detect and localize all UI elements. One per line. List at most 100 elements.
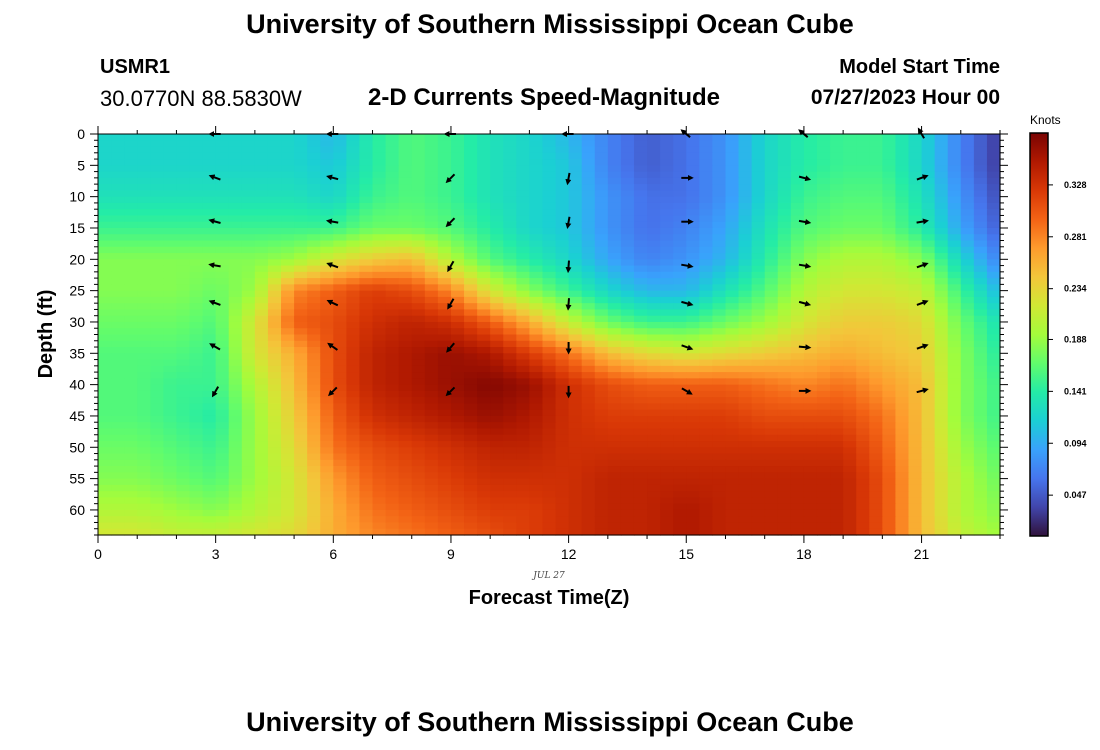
heatmap-cell	[699, 328, 713, 336]
heatmap-cell	[437, 491, 452, 499]
heatmap-cell	[424, 259, 439, 267]
heatmap-cell	[660, 177, 674, 185]
heatmap-cell	[189, 177, 204, 185]
heatmap-cell	[895, 466, 910, 473]
heatmap-cell	[908, 397, 923, 405]
heatmap-cell	[320, 134, 334, 141]
heatmap-cell	[398, 353, 413, 361]
heatmap-cell	[333, 202, 347, 210]
heatmap-cell	[856, 378, 870, 386]
heatmap-cell	[882, 403, 897, 411]
heatmap-cell	[111, 528, 125, 536]
heatmap-cell	[320, 403, 334, 411]
heatmap-cell	[254, 466, 269, 473]
heatmap-cell	[189, 253, 204, 260]
heatmap-cell	[947, 284, 962, 292]
heatmap-cell	[163, 171, 178, 179]
heatmap-cell	[947, 140, 962, 148]
heatmap-cell	[464, 409, 478, 417]
heatmap-cell	[228, 234, 243, 242]
heatmap-cell	[202, 397, 217, 405]
heatmap-cell	[816, 184, 831, 191]
heatmap-cell	[359, 378, 374, 386]
heatmap-cell	[111, 365, 125, 373]
heatmap-cell	[202, 403, 217, 411]
heatmap-cell	[960, 372, 975, 379]
heatmap-cell	[450, 390, 465, 398]
heatmap-cell	[594, 140, 609, 148]
heatmap-cell	[986, 234, 1001, 242]
heatmap-cell	[673, 321, 687, 329]
y-tick-label: 25	[69, 283, 85, 299]
heatmap-cell	[398, 159, 413, 166]
heatmap-cell	[568, 378, 583, 386]
y-tick-label: 15	[69, 220, 85, 236]
current-vector-arrow	[208, 174, 221, 181]
heatmap-cell	[542, 321, 557, 329]
heatmap-cell	[228, 472, 243, 480]
heatmap-cell	[607, 303, 622, 311]
heatmap-cell	[568, 365, 583, 373]
heatmap-cell	[111, 284, 125, 292]
heatmap-cell	[254, 484, 269, 492]
heatmap-cell	[398, 384, 413, 392]
heatmap-cell	[411, 309, 426, 317]
heatmap-cell	[176, 290, 191, 298]
heatmap-cell	[790, 152, 805, 160]
heatmap-cell	[620, 340, 635, 348]
heatmap-cell	[555, 334, 570, 342]
heatmap-cell	[725, 315, 740, 323]
heatmap-cell	[921, 415, 936, 423]
heatmap-cell	[764, 215, 779, 223]
heatmap-cell	[738, 315, 753, 323]
heatmap-cell	[346, 409, 361, 417]
heatmap-cell	[254, 146, 269, 154]
heatmap-cell	[712, 347, 727, 354]
heatmap-cell	[843, 478, 857, 486]
heatmap-cell	[215, 415, 230, 423]
heatmap-cell	[542, 459, 557, 467]
heatmap-cell	[856, 372, 870, 379]
heatmap-cell	[986, 321, 1001, 329]
heatmap-cell	[856, 159, 870, 166]
heatmap-cell	[398, 365, 413, 373]
heatmap-cell	[450, 134, 465, 141]
heatmap-cell	[856, 303, 870, 311]
heatmap-cell	[307, 441, 321, 448]
heatmap-cell	[620, 466, 635, 473]
heatmap-cell	[202, 196, 217, 204]
heatmap-cell	[869, 159, 883, 166]
heatmap-cell	[816, 246, 831, 254]
heatmap-cell	[856, 409, 870, 417]
heatmap-cell	[581, 177, 596, 185]
heatmap-cell	[856, 397, 870, 405]
heatmap-cell	[620, 209, 635, 217]
heatmap-cell	[699, 484, 713, 492]
heatmap-cell	[111, 491, 125, 499]
heatmap-cell	[398, 509, 413, 517]
heatmap-cell	[568, 278, 583, 285]
heatmap-cell	[542, 365, 557, 373]
heatmap-cell	[686, 134, 700, 141]
heatmap-cell	[607, 209, 622, 217]
heatmap-cell	[555, 359, 570, 367]
heatmap-cell	[359, 202, 374, 210]
heatmap-cell	[738, 390, 753, 398]
heatmap-cell	[555, 390, 570, 398]
heatmap-cell	[307, 146, 321, 154]
heatmap-cell	[516, 177, 530, 185]
heatmap-cell	[450, 227, 465, 235]
heatmap-cell	[882, 221, 897, 229]
heatmap-cell	[542, 328, 557, 336]
heatmap-cell	[450, 209, 465, 217]
heatmap-cell	[568, 516, 583, 524]
heatmap-cell	[620, 152, 635, 160]
heatmap-cell	[281, 234, 295, 242]
heatmap-cell	[503, 516, 517, 524]
heatmap-cell	[699, 134, 713, 141]
heatmap-cell	[267, 422, 282, 430]
heatmap-cell	[281, 509, 295, 517]
heatmap-cell	[176, 209, 191, 217]
heatmap-cell	[254, 384, 269, 392]
heatmap-cell	[960, 359, 975, 367]
